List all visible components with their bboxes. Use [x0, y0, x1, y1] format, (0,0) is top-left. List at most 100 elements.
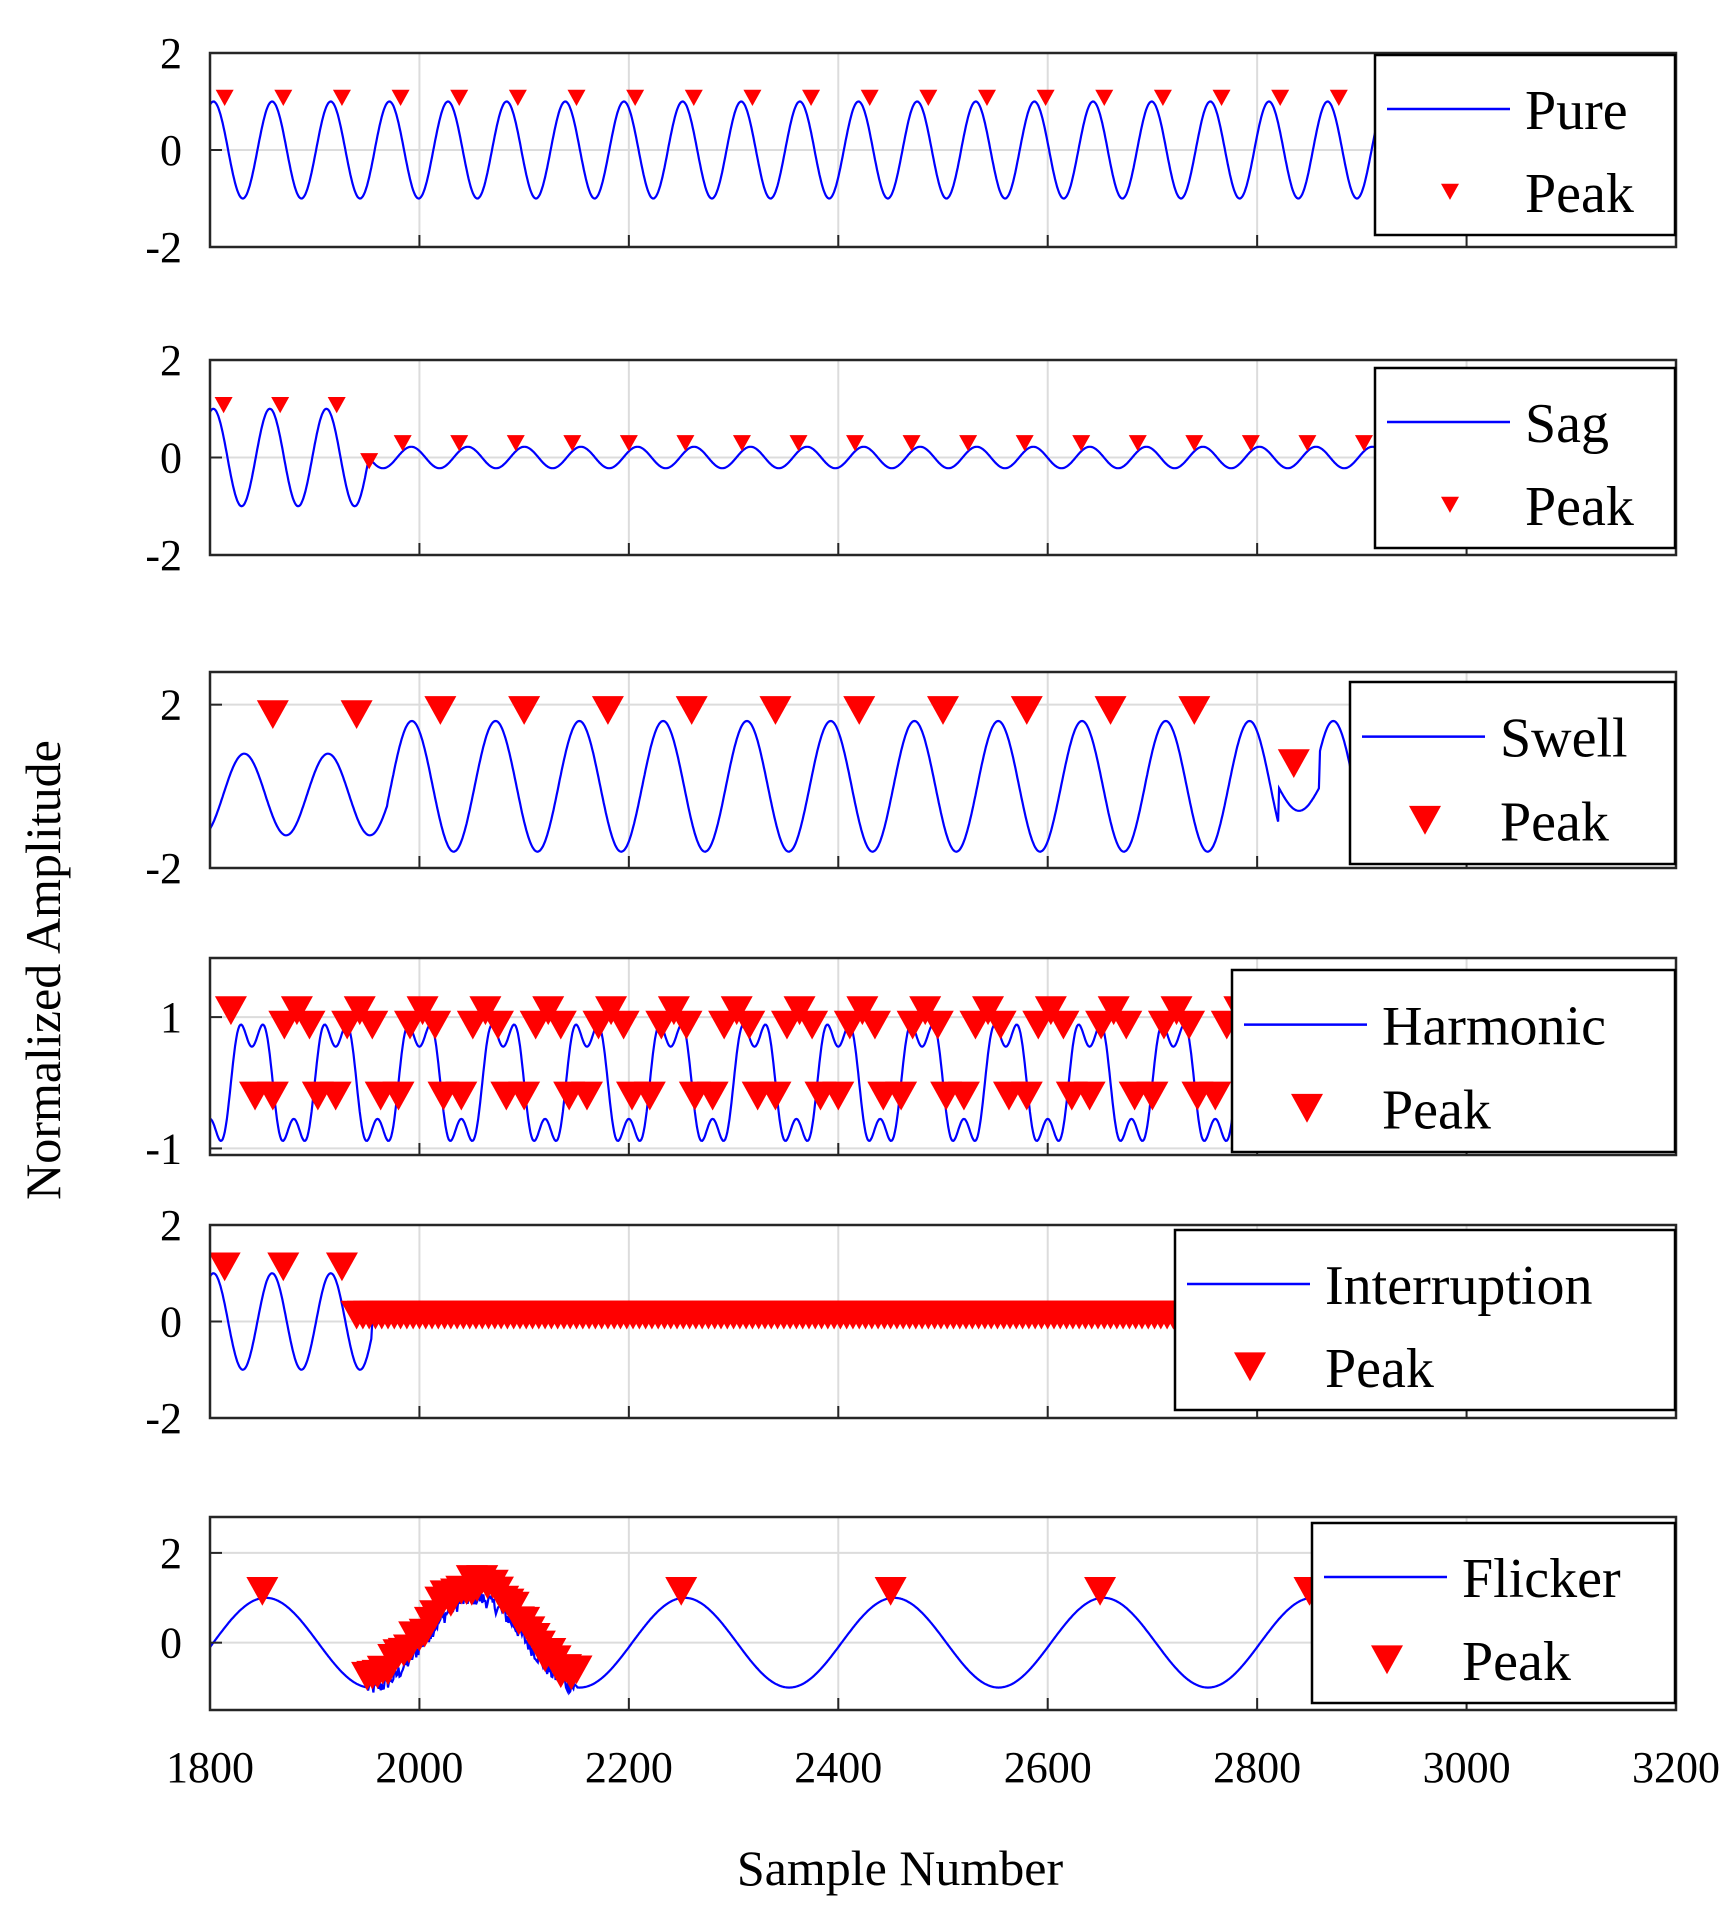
peak-marker — [843, 696, 876, 725]
peak-marker — [759, 696, 792, 725]
peak-marker — [947, 1081, 980, 1111]
legend-pure: Pure Peak — [1373, 53, 1677, 237]
peak-marker — [1073, 1081, 1106, 1111]
peak-marker — [591, 696, 624, 725]
peak-marker — [919, 89, 938, 106]
peak-marker — [445, 1081, 478, 1111]
peak-marker — [1329, 89, 1348, 106]
peak-marker — [1271, 89, 1290, 106]
peak-marker — [319, 1081, 352, 1111]
peak-marker — [544, 1010, 577, 1040]
peak-marker — [633, 1081, 666, 1111]
peak-marker — [1036, 89, 1055, 106]
peak-marker — [331, 1010, 364, 1040]
peak-marker — [1298, 435, 1317, 452]
peak-marker — [874, 1576, 907, 1606]
peak-marker — [1095, 89, 1114, 106]
peak-marker — [645, 1010, 678, 1040]
peak-marker — [214, 996, 247, 1026]
peak-marker — [508, 696, 541, 725]
y-tick-label: 0 — [160, 126, 182, 175]
peak-marker — [1136, 1081, 1169, 1111]
peak-marker — [214, 397, 233, 414]
legend-label-peak: Peak — [1525, 476, 1634, 538]
legend-label-peak: Peak — [1525, 163, 1634, 225]
peak-marker — [519, 1010, 552, 1040]
peak-marker — [450, 89, 469, 106]
peak-marker — [325, 1252, 358, 1282]
peak-marker — [267, 1252, 300, 1282]
peak-marker — [595, 996, 628, 1026]
peak-marker — [1072, 435, 1091, 452]
peak-marker — [909, 996, 942, 1026]
panel-swell: 2 -2 Swell Peak — [145, 670, 1678, 893]
peak-marker — [332, 89, 351, 106]
peak-marker — [977, 89, 996, 106]
legend-peak-swatch — [1291, 1093, 1323, 1123]
peak-marker — [1010, 1081, 1043, 1111]
legend-label-signal: Swell — [1500, 708, 1628, 770]
peak-marker — [732, 435, 751, 452]
legend-label-signal: Sag — [1525, 393, 1609, 455]
panels-layer: 2 0 -2 Pure Peak 2 0 -2 Sag Peak 2 -2 Swell Peak 1 -1 Ha… — [145, 29, 1678, 1712]
y-tick-label: -2 — [145, 223, 182, 272]
x-tick-label: 2600 — [1004, 1743, 1092, 1792]
peak-marker — [607, 1010, 640, 1040]
peak-marker — [268, 1010, 301, 1040]
peak-marker — [406, 996, 439, 1026]
y-tick-label: 2 — [160, 1529, 182, 1578]
peak-marker — [582, 1010, 615, 1040]
legend-box — [1348, 680, 1677, 866]
peak-marker — [391, 89, 410, 106]
peak-marker — [567, 89, 586, 106]
legend-box — [1230, 968, 1677, 1154]
peak-marker — [274, 89, 293, 106]
x-tick-label: 2800 — [1213, 1743, 1301, 1792]
legend-swell: Swell Peak — [1348, 680, 1677, 866]
peak-marker — [1085, 1010, 1118, 1040]
peak-marker — [210, 1252, 241, 1282]
peak-marker — [858, 1010, 891, 1040]
peak-marker — [327, 397, 346, 414]
legend-box — [1373, 366, 1677, 550]
peak-marker — [1153, 89, 1172, 106]
y-axis-label: Normalized Amplitude — [15, 740, 71, 1200]
peak-marker — [770, 1010, 803, 1040]
x-axis-label: Sample Number — [737, 1840, 1064, 1896]
peak-marker — [984, 1010, 1017, 1040]
peak-marker — [256, 1081, 289, 1111]
peak-marker — [424, 696, 457, 725]
legend-peak-swatch — [1371, 1645, 1403, 1675]
peak-marker — [846, 435, 865, 452]
peak-marker — [1097, 996, 1130, 1026]
peak-marker — [215, 89, 234, 106]
peak-marker — [759, 1081, 792, 1111]
legend-label-peak: Peak — [1500, 791, 1609, 853]
peak-marker — [670, 1010, 703, 1040]
peak-marker — [783, 996, 816, 1026]
peak-marker — [481, 1010, 514, 1040]
peak-marker — [860, 89, 879, 106]
y-tick-label: -2 — [145, 531, 182, 580]
peak-marker — [833, 1010, 866, 1040]
legend-peak-swatch — [1441, 496, 1459, 513]
y-tick-label: 0 — [160, 1619, 182, 1668]
peak-marker — [846, 996, 879, 1026]
panel-sag: 2 0 -2 Sag Peak — [145, 336, 1678, 580]
peak-marker — [1015, 435, 1034, 452]
peak-marker — [796, 1010, 829, 1040]
peak-marker — [789, 435, 808, 452]
peak-marker — [1147, 1010, 1180, 1040]
peak-marker — [896, 1010, 929, 1040]
peak-marker — [885, 1081, 918, 1111]
peak-marker — [720, 996, 753, 1026]
peak-marker — [1212, 89, 1231, 106]
peak-marker — [532, 996, 565, 1026]
peak-marker — [508, 1081, 541, 1111]
x-tick-label: 2400 — [794, 1743, 882, 1792]
peak-marker — [246, 1576, 279, 1606]
peak-marker — [1094, 696, 1127, 725]
peak-marker — [902, 435, 921, 452]
legend-harmonic: Harmonic Peak — [1230, 968, 1677, 1154]
y-tick-label: -2 — [145, 1394, 182, 1443]
